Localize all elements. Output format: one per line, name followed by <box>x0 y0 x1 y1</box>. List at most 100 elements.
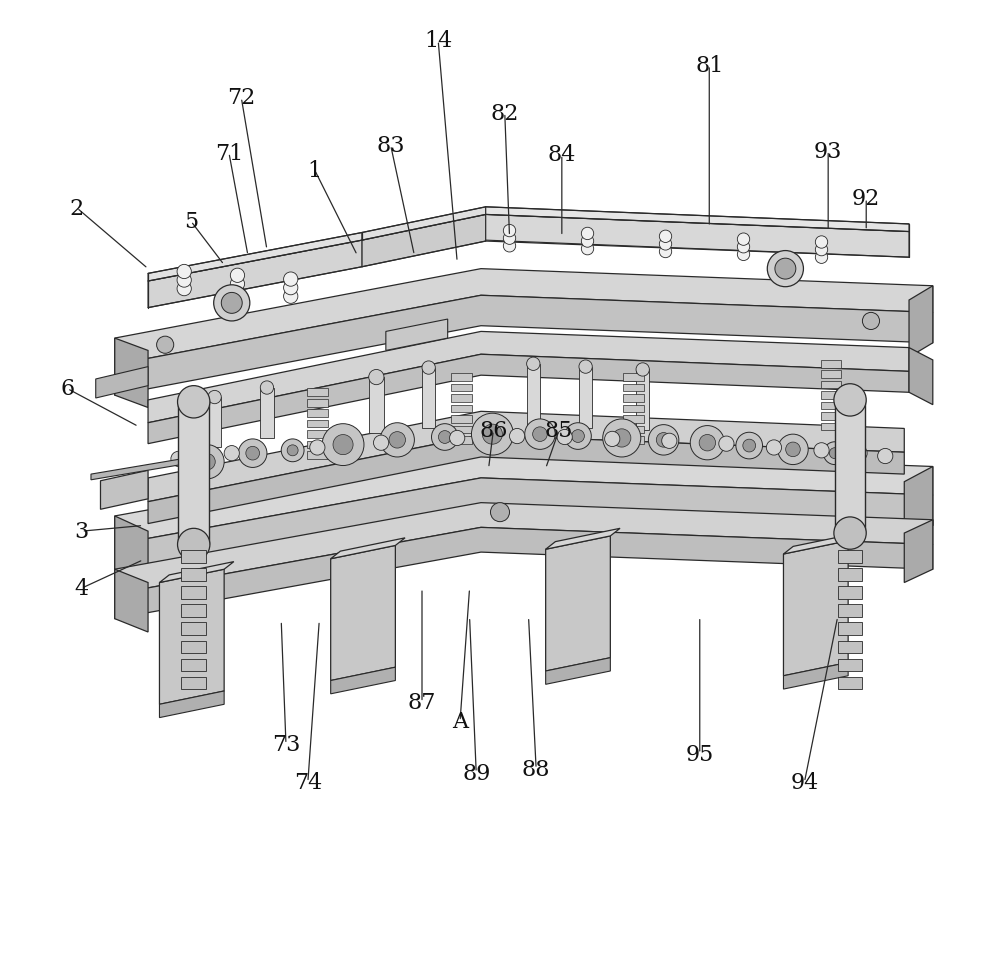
Circle shape <box>450 431 465 446</box>
Circle shape <box>177 274 191 288</box>
Circle shape <box>852 446 867 461</box>
Circle shape <box>636 363 649 376</box>
Text: 71: 71 <box>215 142 243 165</box>
Polygon shape <box>909 287 933 357</box>
Polygon shape <box>838 677 862 689</box>
Circle shape <box>862 314 880 330</box>
Text: 72: 72 <box>227 88 255 110</box>
Text: 6: 6 <box>60 378 74 400</box>
Polygon shape <box>307 399 328 407</box>
Polygon shape <box>527 364 540 427</box>
Circle shape <box>284 290 298 304</box>
Circle shape <box>737 233 750 246</box>
Circle shape <box>662 434 677 449</box>
Polygon shape <box>148 412 904 502</box>
Polygon shape <box>451 384 472 392</box>
Polygon shape <box>307 441 328 449</box>
Circle shape <box>533 427 547 442</box>
Circle shape <box>737 249 750 261</box>
Text: 3: 3 <box>74 520 89 542</box>
Circle shape <box>171 452 186 467</box>
Polygon shape <box>783 662 848 689</box>
Circle shape <box>581 235 594 248</box>
Circle shape <box>178 517 198 536</box>
Circle shape <box>503 225 516 237</box>
Polygon shape <box>260 388 274 438</box>
Circle shape <box>778 435 808 465</box>
Circle shape <box>814 443 829 458</box>
Circle shape <box>230 269 245 283</box>
Circle shape <box>246 447 260 460</box>
Polygon shape <box>904 467 933 541</box>
Circle shape <box>603 419 641 457</box>
Polygon shape <box>307 389 328 396</box>
Polygon shape <box>838 569 862 581</box>
Circle shape <box>284 273 298 287</box>
Circle shape <box>815 252 828 264</box>
Circle shape <box>178 386 210 418</box>
Polygon shape <box>623 384 644 392</box>
Circle shape <box>482 425 502 445</box>
Circle shape <box>230 277 245 292</box>
Circle shape <box>834 517 866 550</box>
Text: 93: 93 <box>814 140 842 163</box>
Polygon shape <box>821 371 841 378</box>
Polygon shape <box>181 569 206 581</box>
Polygon shape <box>148 241 362 309</box>
Polygon shape <box>96 367 148 398</box>
Polygon shape <box>636 370 649 431</box>
Polygon shape <box>307 420 328 428</box>
Text: 14: 14 <box>424 30 452 52</box>
Text: 1: 1 <box>307 159 322 181</box>
Polygon shape <box>838 623 862 636</box>
Polygon shape <box>783 534 858 555</box>
Circle shape <box>490 503 510 522</box>
Polygon shape <box>838 659 862 671</box>
Polygon shape <box>422 368 435 429</box>
Polygon shape <box>909 348 933 405</box>
Text: 2: 2 <box>70 197 84 219</box>
Polygon shape <box>181 677 206 689</box>
Text: 89: 89 <box>462 762 490 784</box>
Polygon shape <box>148 332 909 423</box>
Text: 87: 87 <box>408 692 436 714</box>
Circle shape <box>221 294 242 314</box>
Text: 82: 82 <box>491 103 519 125</box>
Text: 92: 92 <box>852 188 880 210</box>
Polygon shape <box>115 478 933 574</box>
Polygon shape <box>623 374 644 381</box>
Circle shape <box>281 439 304 462</box>
Circle shape <box>557 430 572 445</box>
Text: 4: 4 <box>74 578 89 599</box>
Circle shape <box>333 436 353 456</box>
Circle shape <box>659 238 672 251</box>
Polygon shape <box>148 233 362 282</box>
Circle shape <box>224 446 239 461</box>
Polygon shape <box>579 367 592 429</box>
Polygon shape <box>451 395 472 402</box>
Circle shape <box>823 442 846 465</box>
Text: 84: 84 <box>548 144 576 167</box>
Polygon shape <box>159 691 224 718</box>
Circle shape <box>322 424 364 466</box>
Circle shape <box>659 231 672 243</box>
Polygon shape <box>178 402 209 545</box>
Text: 5: 5 <box>184 211 198 233</box>
Polygon shape <box>148 436 904 524</box>
Polygon shape <box>821 413 841 420</box>
Circle shape <box>208 391 221 404</box>
Circle shape <box>238 439 267 468</box>
Circle shape <box>178 529 210 561</box>
Polygon shape <box>546 537 610 671</box>
Polygon shape <box>451 426 472 434</box>
Circle shape <box>373 436 389 451</box>
Circle shape <box>815 244 828 256</box>
Circle shape <box>605 432 620 447</box>
Circle shape <box>422 361 435 375</box>
Text: 81: 81 <box>695 55 723 77</box>
Circle shape <box>659 246 672 258</box>
Circle shape <box>503 240 516 253</box>
Polygon shape <box>181 605 206 618</box>
Polygon shape <box>546 658 610 684</box>
Circle shape <box>736 433 763 459</box>
